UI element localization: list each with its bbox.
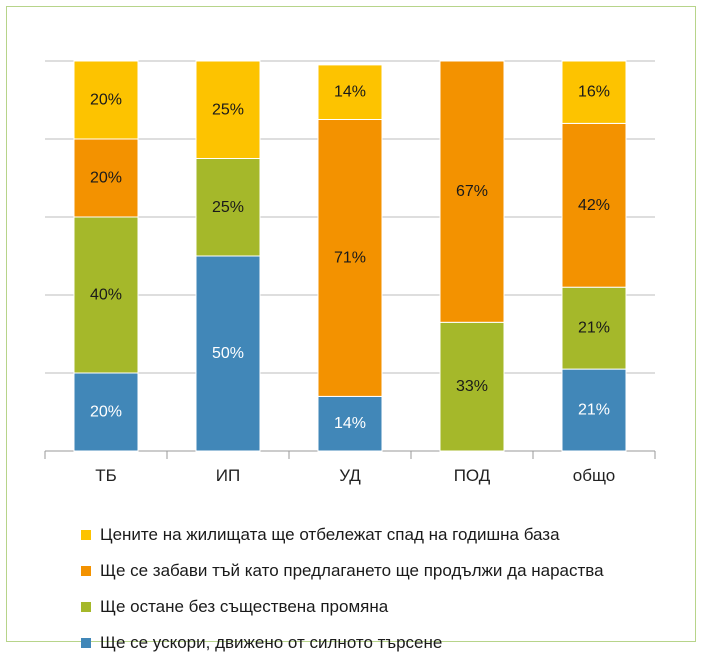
legend-swatch [81, 602, 91, 612]
data-label: 42% [578, 197, 610, 214]
legend-label: Ще се забави тъй като предлагането ще пр… [100, 561, 604, 580]
bar-segment [561, 286, 627, 370]
bar-segment [195, 60, 261, 159]
bar-segment [439, 60, 505, 323]
data-label: 21% [578, 320, 610, 337]
chart-svg: 20% 40% 20% 20% ТБ 50% 25% 25% ИП 14% 71% 14% УД 33% 6… [44, 60, 656, 485]
category-label: общо [573, 466, 615, 485]
bar-segment [317, 395, 383, 452]
data-label: 50% [212, 345, 244, 362]
data-label: 14% [334, 415, 366, 432]
bar-segment [195, 158, 261, 257]
data-label: 40% [90, 287, 122, 304]
legend-swatch [81, 566, 91, 576]
legend-item: Ще се ускори, движено от силното търсене [81, 625, 604, 661]
legend-label: Ще се ускори, движено от силното търсене [100, 633, 443, 652]
bar-segment [317, 64, 383, 120]
data-label: 20% [90, 404, 122, 421]
chart-frame: 20% 40% 20% 20% ТБ 50% 25% 25% ИП 14% 71% 14% УД 33% 6… [6, 6, 696, 652]
data-label: 71% [334, 249, 366, 266]
data-label: 21% [578, 402, 610, 419]
legend-item: Цените на жилищата ще отбележат спад на … [81, 517, 604, 553]
category-label: УД [339, 466, 361, 485]
legend-item: Ще остане без съществена промяна [81, 589, 604, 625]
bar-segment [439, 321, 505, 452]
legend-item: Ще се забави тъй като предлагането ще пр… [81, 553, 604, 589]
data-label: 33% [456, 378, 488, 395]
legend: Цените на жилищата ще отбележат спад на … [81, 517, 604, 661]
legend-swatch [81, 638, 91, 648]
bar-segment [561, 122, 627, 288]
legend-swatch [81, 530, 91, 540]
data-label: 20% [90, 92, 122, 109]
category-label: ИП [216, 466, 240, 485]
bar-segment [195, 255, 261, 452]
bar-segment [73, 60, 139, 140]
legend-label: Ще остане без съществена промяна [100, 597, 389, 616]
bar-segment [73, 372, 139, 452]
data-label: 25% [212, 101, 244, 118]
bar-segment [561, 368, 627, 452]
data-label: 67% [456, 183, 488, 200]
legend-label: Цените на жилищата ще отбележат спад на … [100, 525, 560, 544]
data-label: 14% [334, 84, 366, 101]
category-label: ТБ [95, 466, 117, 485]
data-label: 25% [212, 199, 244, 216]
data-label: 20% [90, 170, 122, 187]
bar-segment [561, 60, 627, 124]
category-label: ПОД [454, 466, 491, 485]
data-label: 16% [578, 84, 610, 101]
bar-segment [73, 216, 139, 374]
